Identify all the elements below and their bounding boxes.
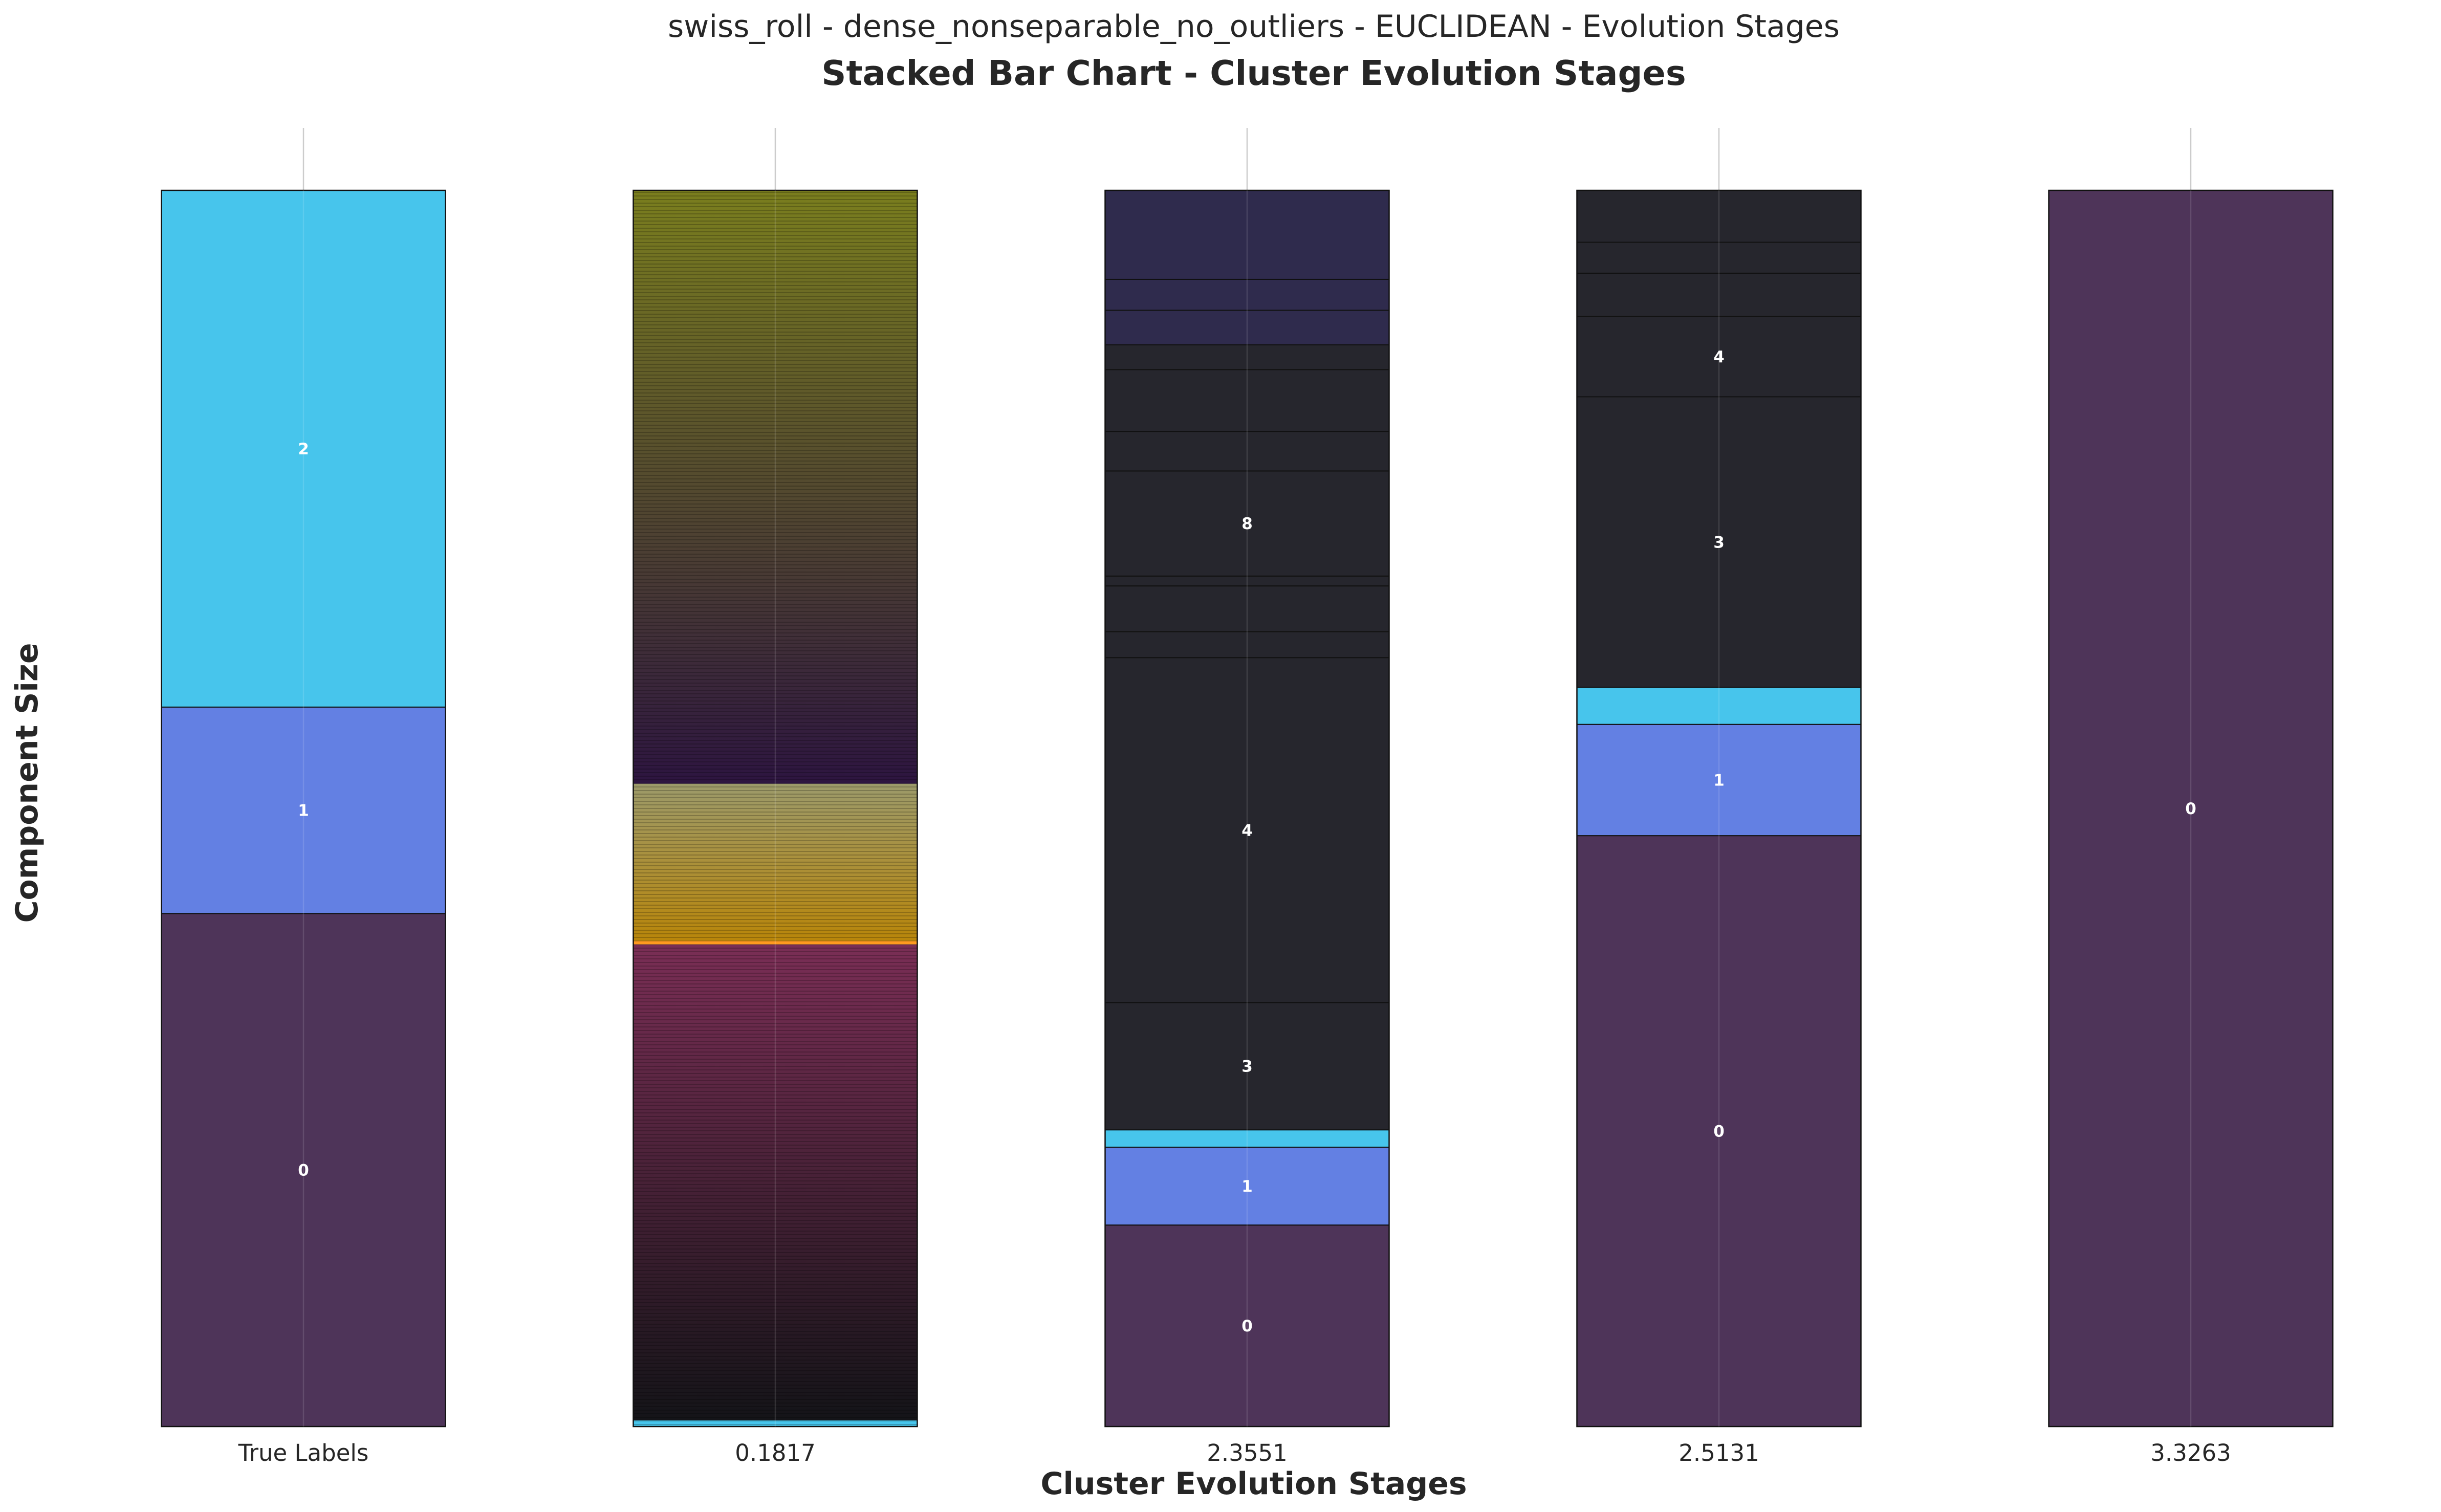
segment-label: 0 bbox=[2185, 800, 2196, 818]
bar-segment bbox=[1104, 1146, 1390, 1226]
x-tick-label: True Labels bbox=[238, 1439, 369, 1466]
segment-label: 0 bbox=[1241, 1317, 1253, 1335]
bar-stack: 0 bbox=[2048, 189, 2334, 1428]
bar-segment-lines bbox=[633, 192, 918, 1425]
x-tick-labels: True Labels 0.1817 2.3551 2.5131 3.3263 bbox=[238, 1439, 2231, 1466]
segment-label: 2 bbox=[298, 440, 309, 458]
bar-stack: 0 1 2 bbox=[161, 189, 446, 1428]
bar-outline bbox=[1104, 189, 1390, 1428]
bar-band bbox=[633, 940, 918, 945]
bar-outline bbox=[161, 189, 446, 1428]
bar-outline bbox=[1576, 189, 1862, 1428]
bar-segment bbox=[1576, 272, 1862, 317]
segment-label: 1 bbox=[1241, 1177, 1253, 1196]
bar-segment bbox=[1576, 190, 1862, 243]
x-tick-label: 0.1817 bbox=[735, 1439, 815, 1466]
bar-segment bbox=[1104, 431, 1390, 472]
chart-title: Stacked Bar Chart - Cluster Evolution St… bbox=[821, 53, 1686, 93]
bar-stack bbox=[633, 189, 918, 1428]
x-tick-label: 3.3263 bbox=[2150, 1439, 2231, 1466]
bar-segment bbox=[1104, 1224, 1390, 1427]
bar-band bbox=[633, 783, 918, 941]
bar-segment bbox=[1104, 369, 1390, 432]
segment-label: 4 bbox=[1241, 821, 1253, 840]
segment-label: 0 bbox=[298, 1162, 309, 1180]
segment-label: 4 bbox=[1713, 348, 1725, 366]
x-tick-label: 2.3551 bbox=[1207, 1439, 1287, 1466]
bar-segment bbox=[1576, 396, 1862, 688]
bar-outline bbox=[2048, 189, 2334, 1428]
bars: 0 1 2 0 1 3 4 8 0 1 3 4 0 bbox=[161, 189, 2334, 1428]
segment-label: 3 bbox=[1713, 533, 1725, 552]
chart-suptitle: swiss_roll - dense_nonseparable_no_outli… bbox=[668, 9, 1840, 45]
bar-band bbox=[633, 1420, 918, 1427]
bar-stack: 0 1 3 4 bbox=[1576, 189, 1862, 1428]
x-tick-label: 2.5131 bbox=[1679, 1439, 1759, 1466]
bar-segment bbox=[1576, 835, 1862, 1427]
bar-band bbox=[633, 190, 918, 784]
bar-stack: 0 1 3 4 8 bbox=[1104, 189, 1390, 1428]
bar-segment bbox=[1576, 724, 1862, 837]
bar-segment bbox=[1104, 657, 1390, 1003]
bar-segment bbox=[1104, 310, 1390, 345]
segment-label: 3 bbox=[1241, 1058, 1253, 1076]
y-axis-label: Component Size bbox=[9, 643, 45, 923]
bar-band bbox=[633, 944, 918, 1420]
bar-outline bbox=[633, 189, 918, 1428]
segment-label: 1 bbox=[298, 802, 309, 820]
bar-segment bbox=[1576, 316, 1862, 398]
bar-segment bbox=[1576, 242, 1862, 274]
bar-segment bbox=[161, 190, 446, 708]
segment-label: 0 bbox=[1713, 1123, 1725, 1141]
bar-segment bbox=[161, 706, 446, 914]
segment-label: 1 bbox=[1713, 771, 1725, 790]
bar-segment bbox=[2048, 190, 2334, 1427]
x-axis-label: Cluster Evolution Stages bbox=[1040, 1466, 1467, 1502]
bar-segment bbox=[1104, 190, 1390, 280]
bar-segment bbox=[1104, 585, 1390, 632]
segment-label: 8 bbox=[1241, 515, 1253, 533]
bar-segment bbox=[1104, 470, 1390, 577]
